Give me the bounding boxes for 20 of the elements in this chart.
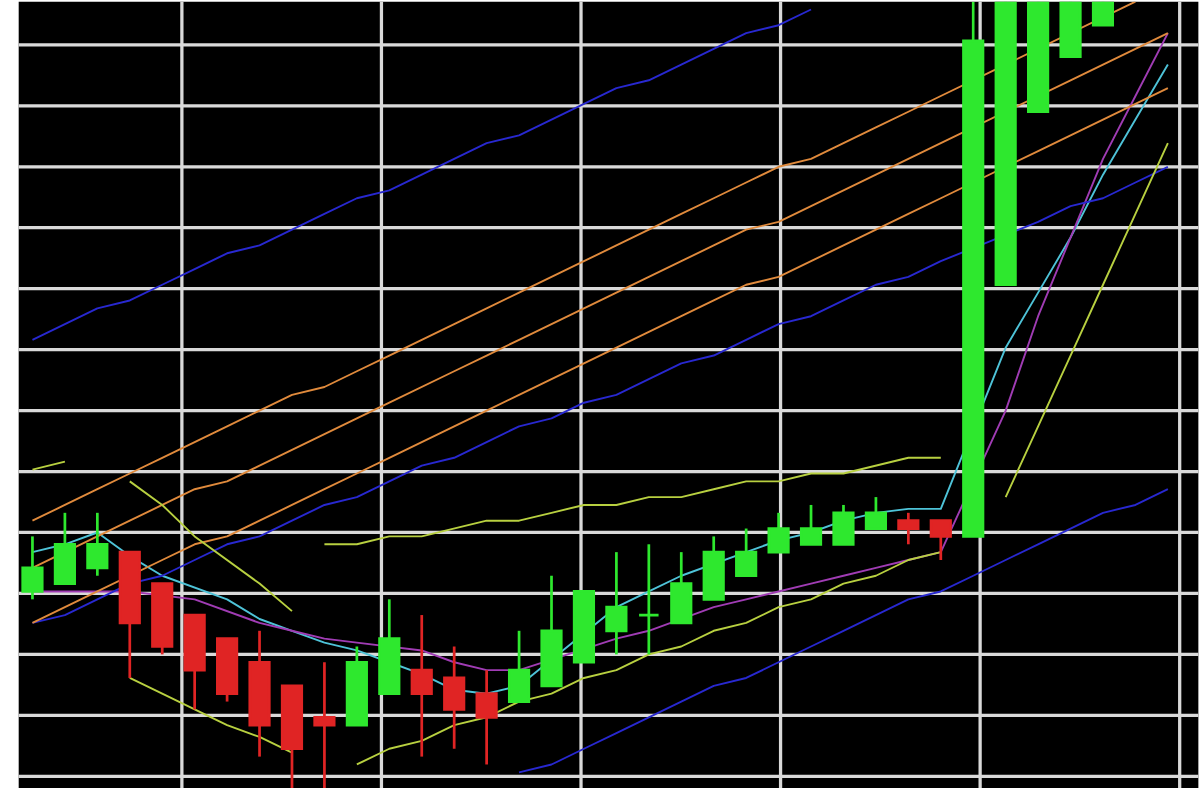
candlestick <box>799 503 823 546</box>
candlestick <box>670 550 693 624</box>
candlestick <box>832 503 855 546</box>
candlestick <box>475 668 498 766</box>
candlestick <box>897 511 920 546</box>
candlestick <box>86 511 109 577</box>
candlestick <box>864 495 887 530</box>
candlestick <box>767 511 790 554</box>
candlestick <box>605 550 628 656</box>
candlestick <box>637 542 660 656</box>
candlestick <box>929 518 952 561</box>
candlestick <box>313 660 336 788</box>
candlestick <box>443 644 466 750</box>
candlestick <box>410 613 433 758</box>
candlestick <box>702 534 725 601</box>
candlestick <box>53 511 76 585</box>
candlestick <box>21 534 44 601</box>
candlestick <box>1091 1 1115 27</box>
candlestick <box>507 629 531 703</box>
candlestick <box>735 526 758 577</box>
